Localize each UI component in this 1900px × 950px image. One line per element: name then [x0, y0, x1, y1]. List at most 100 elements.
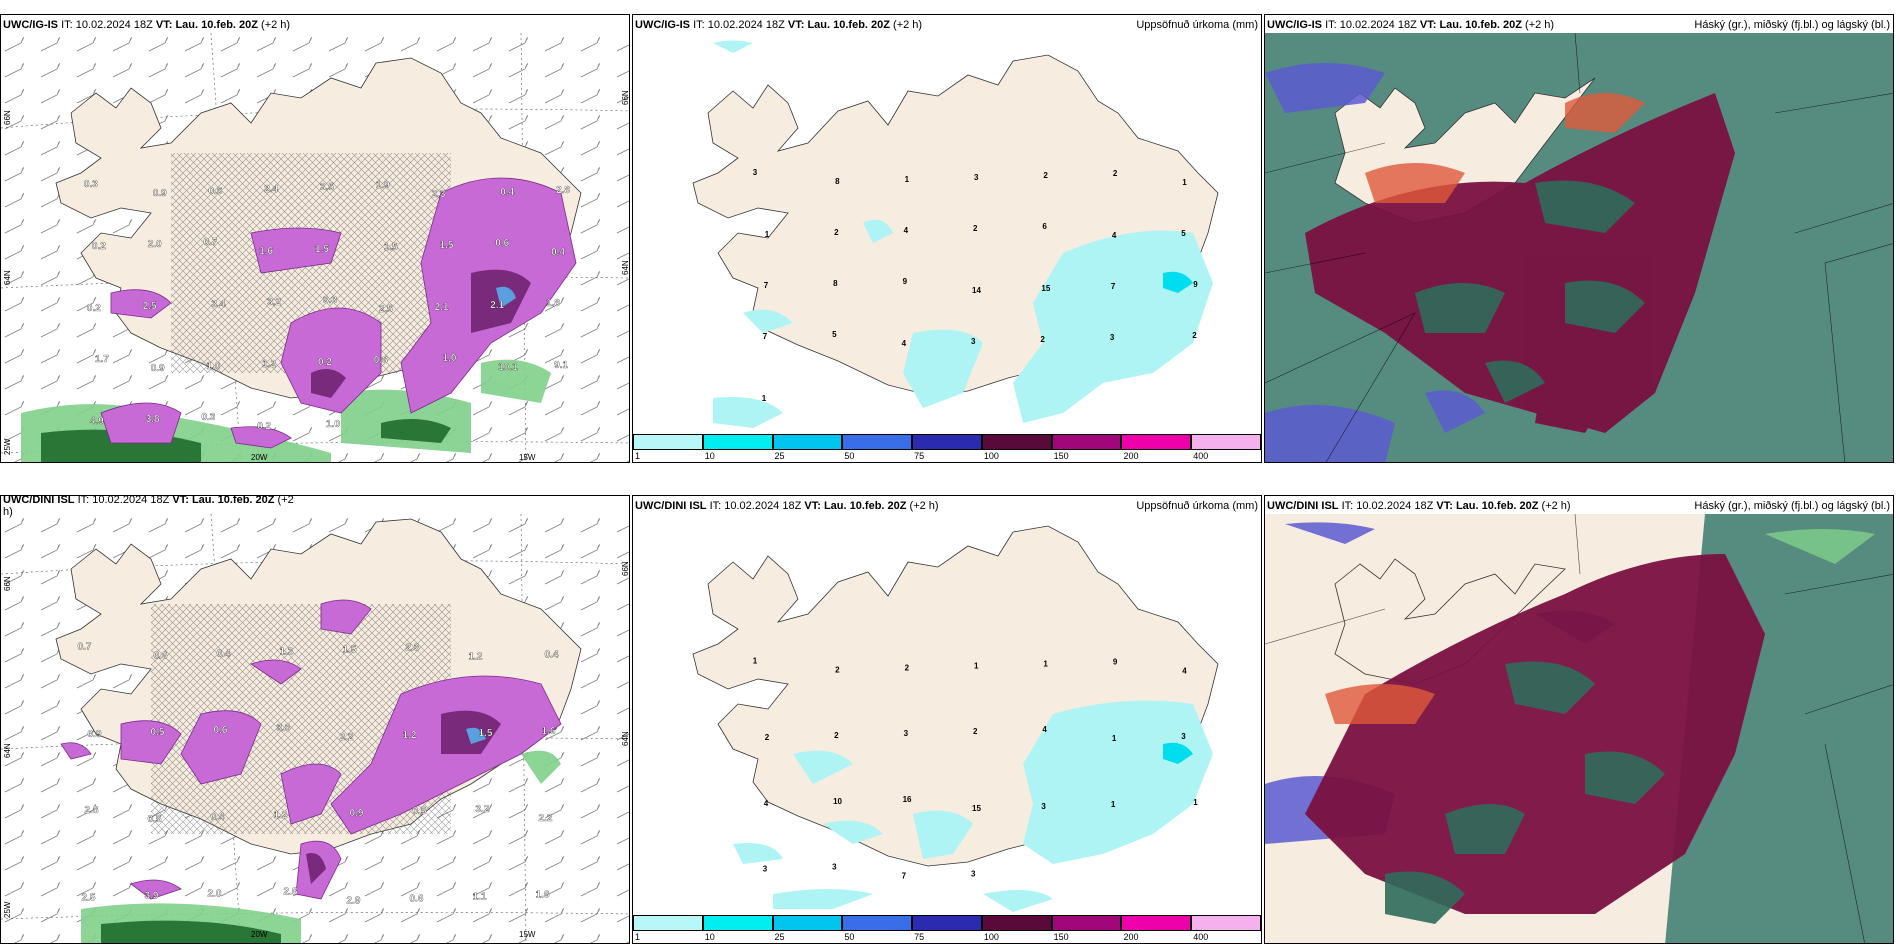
accum-precip-label: 3 — [971, 337, 976, 346]
precip-rate-label: 1.2 — [469, 652, 483, 663]
precip-rate-label: 1.1 — [473, 891, 487, 902]
accum-precip-label: 2 — [973, 224, 978, 233]
accum-precip-label: 6 — [1042, 222, 1047, 231]
colorbar-tick: 25 — [774, 932, 785, 942]
precip-rate-label: 2.1 — [435, 302, 449, 313]
accum-precip-label: 2 — [1043, 171, 1048, 180]
accum-precip-label: 1 — [1112, 734, 1117, 743]
high-cloud-maroon — [1305, 93, 1735, 433]
precip-rate-label: 0.5 — [151, 727, 165, 738]
precip-rate-label: 1.2 — [262, 359, 276, 370]
precip-rate-label: 0.9 — [151, 363, 165, 374]
lat-label: 25W — [3, 901, 12, 918]
colorbar-tick: 50 — [844, 451, 855, 461]
panel-variable: Háský (gr.), miðský (fj.bl.) og lágský (… — [1694, 19, 1890, 31]
accum-precip-label: 1 — [753, 656, 758, 665]
panel-igis-clouds: UWC/IG-IS IT: 10.02.2024 18Z VT: Lau. 10… — [1264, 14, 1894, 463]
iceland-landmass — [1334, 558, 1566, 685]
precip-rate-label: 2.8 — [85, 805, 99, 816]
precip-rate-label: 3.2 — [476, 804, 490, 815]
precip-rate-label: 0.6 — [214, 725, 228, 736]
accum-precip-label: 7 — [1111, 282, 1116, 291]
accum-precip-label: 2 — [834, 228, 839, 237]
panel-dini-precip-type: UWC/DINI ISL IT: 10.02.2024 18Z VT: Lau.… — [0, 495, 630, 944]
colorbar-tick: 75 — [914, 932, 925, 942]
accum-precip-label: 1 — [905, 175, 910, 184]
accum-precip-label: 2 — [905, 663, 910, 672]
accum-precip-label: 4 — [904, 226, 909, 235]
accum-precip-label: 9 — [1113, 657, 1118, 666]
panel-title: UWC/DINI ISL IT: 10.02.2024 18Z VT: Lau.… — [1267, 500, 1571, 512]
accum-precip-label: 14 — [972, 286, 981, 295]
precip-rate-label: 0.4 — [211, 812, 225, 823]
colorbar-tick: 1 — [635, 932, 641, 942]
lat-label: 66N — [3, 110, 12, 125]
panel-variable: Uppsöfnuð úrkoma (mm) — [1136, 19, 1258, 31]
precip-rate-label: 0.4 — [217, 649, 231, 660]
precip-rate-label: 0.2 — [257, 421, 271, 432]
accum-precip-label: 4 — [1182, 666, 1187, 675]
accum-precip-label: 3 — [974, 173, 979, 182]
low-cloud-blue — [1265, 63, 1485, 462]
colorbar-segment — [702, 434, 773, 450]
accum-precip-label: 16 — [903, 795, 912, 804]
precip-rate-label: 4.9 — [90, 416, 104, 427]
accum-precip-label: 15 — [1041, 284, 1050, 293]
accum-precip-label: 2 — [1192, 331, 1197, 340]
precip-labels: 0.3 0.9 0.6 2.4 3.5 1.9 2.3 0.4 2.8 0.2 2.0 0.7 1.6 1… — [84, 179, 571, 432]
precip-rate-label: 0.3 — [201, 412, 215, 423]
panel-variable: Uppsöfnuð úrkoma (mm) — [1136, 500, 1258, 512]
accum-precip-label: 15 — [972, 804, 981, 813]
accum-precip-label: 10 — [833, 797, 842, 806]
colorbar-tick: 150 — [1053, 451, 1069, 461]
precip-rate-label: 2.4 — [264, 184, 278, 195]
accum-precip-label: 4 — [1042, 725, 1047, 734]
accum-precip-label: 1 — [1182, 178, 1187, 187]
precip-rate-label: 1.5 — [479, 728, 493, 739]
colorbar-segment — [633, 434, 703, 450]
precip-rate-label: 1.5 — [315, 244, 329, 255]
colorbar-tick: 10 — [704, 451, 715, 461]
precip-rate-label: 0.9 — [153, 188, 167, 199]
precip-rate-label: 1.6 — [259, 246, 273, 257]
precip-rate-label: 2.0 — [208, 888, 222, 899]
panel-dini-accum-precip: UWC/DINI ISL IT: 10.02.2024 18Z VT: Lau.… — [632, 495, 1262, 944]
precip-rate-label: 0.4 — [551, 247, 565, 258]
precip-rate-label: 3.3 — [277, 723, 291, 734]
accum-precip-label: 1 — [765, 230, 770, 239]
precip-rate-label: 0.4 — [500, 187, 514, 198]
precip-rate-label: 0.2 — [318, 357, 332, 368]
precip-rate-label: 1.8 — [546, 298, 560, 309]
precip-rate-label: 0.6 — [410, 893, 424, 904]
colorbar-tick: 400 — [1193, 932, 1209, 942]
cloud-cover-map — [1265, 33, 1893, 462]
colorbar-segment — [981, 434, 1052, 450]
colorbar-tick: 50 — [844, 932, 855, 942]
precip-rate-label: 3.5 — [320, 182, 334, 193]
precip-rate-label: 9.1 — [554, 360, 568, 371]
precip-rate-label: 2.2 — [340, 732, 354, 743]
colorbar-segment — [702, 915, 773, 931]
accum-precip-label: 4 — [902, 339, 907, 348]
precip-type-map: 0.3 0.9 0.6 2.4 3.5 1.9 2.3 0.4 2.8 0.2 2.0 0.7 1.6 1… — [1, 33, 629, 462]
accum-precip-label: 1 — [1193, 798, 1198, 807]
accum-precip-label: 1 — [1111, 800, 1116, 809]
panel-title: UWC/IG-IS IT: 10.02.2024 18Z VT: Lau. 10… — [635, 19, 923, 31]
precip-rate-label: 0.6 — [495, 238, 509, 249]
precip-rate-label: 1.2 — [274, 810, 288, 821]
accum-precip-label: 2 — [973, 727, 978, 736]
accum-precip-label: 3 — [763, 865, 768, 874]
accum-precip-label: 9 — [1193, 280, 1198, 289]
panel-title: UWC/IG-IS IT: 10.02.2024 18Z VT: Lau. 10… — [3, 19, 291, 31]
accum-precip-label: 2 — [1113, 169, 1118, 178]
colorbar-segment — [1051, 915, 1122, 931]
lon-label: 20W — [251, 453, 268, 462]
accum-precip-label: 2 — [1040, 335, 1045, 344]
precip-rate-label: 1.0 — [206, 361, 220, 372]
precip-rate-label: 1.0 — [443, 353, 457, 364]
accum-precip-label: 7 — [902, 872, 907, 881]
precip-rate-label: 1.8 — [536, 889, 550, 900]
panel-title: UWC/IG-IS IT: 10.02.2024 18Z VT: Lau. 10… — [1267, 19, 1555, 31]
accum-precip-label: 5 — [832, 330, 837, 339]
accum-precip-label: 5 — [1181, 229, 1186, 238]
